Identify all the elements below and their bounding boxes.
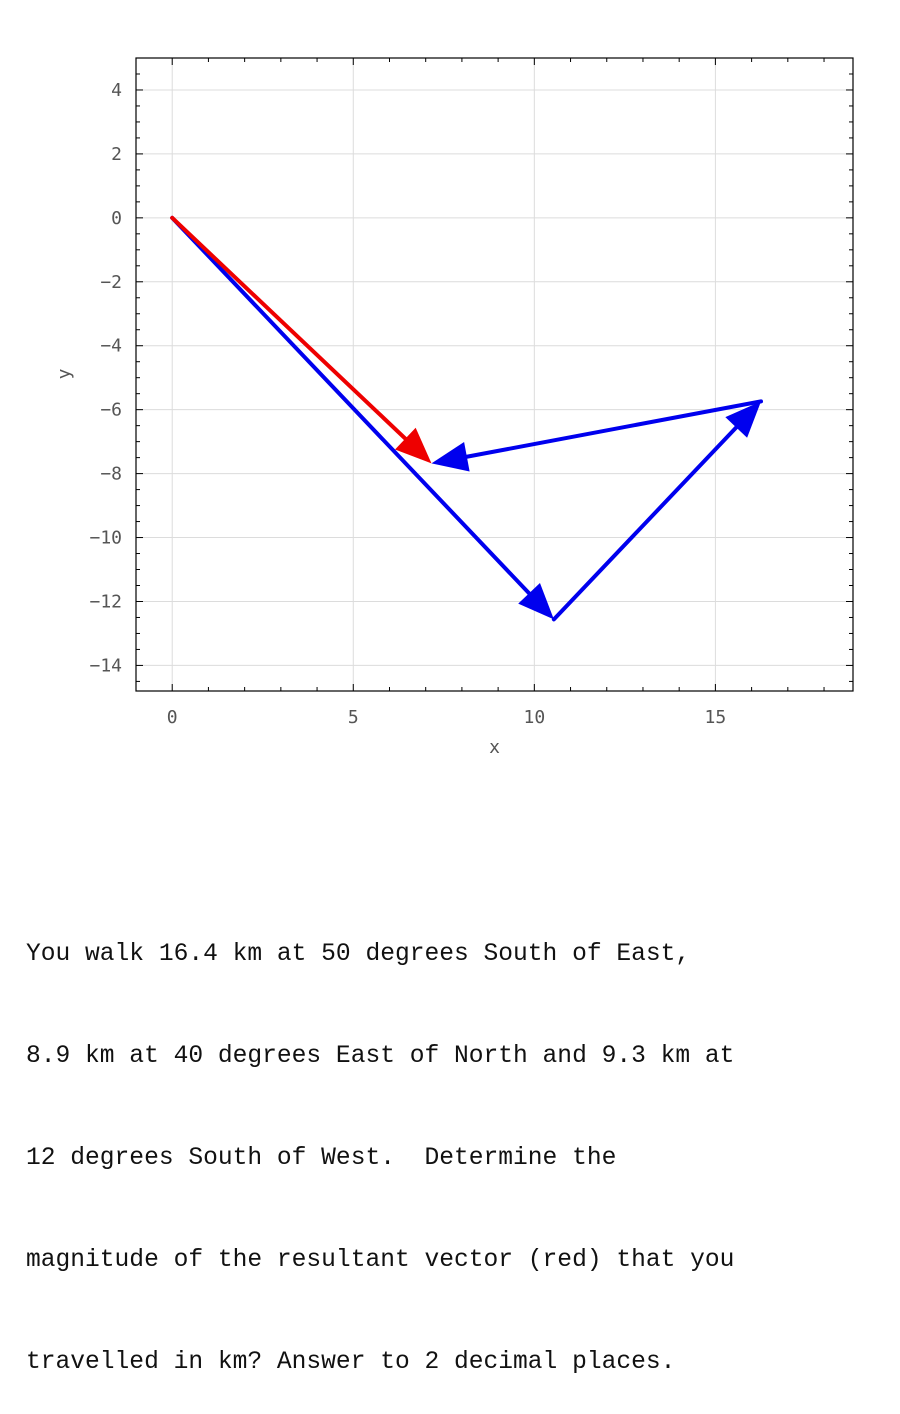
x-tick-label: 5: [348, 707, 359, 728]
y-tick-label: −12: [89, 591, 122, 612]
component-vector-shaft: [170, 215, 542, 606]
y-tick-label: 2: [111, 144, 122, 165]
y-tick-label: 0: [111, 208, 122, 229]
resultant-vector: [170, 215, 432, 464]
component-vector: [551, 401, 762, 622]
question-line: travelled in km? Answer to 2 decimal pla…: [26, 1349, 676, 1376]
component-vector-head: [518, 582, 554, 620]
component-vector-head: [725, 401, 762, 438]
question-line: magnitude of the resultant vector (red) …: [26, 1247, 735, 1274]
question-line: 12 degrees South of West. Determine the: [26, 1145, 617, 1172]
y-tick-label: −4: [100, 336, 122, 357]
y-tick-label: −8: [100, 464, 122, 485]
y-tick-label: −10: [89, 528, 122, 549]
question-line: 8.9 km at 40 degrees East of North and 9…: [26, 1043, 735, 1070]
component-vector-shaft: [551, 415, 749, 622]
plot-frame: [135, 57, 854, 692]
question-line: You walk 16.4 km at 50 degrees South of …: [26, 941, 691, 968]
y-tick-label: −6: [100, 400, 122, 421]
x-tick-label: 15: [705, 707, 727, 728]
x-axis-title: x: [489, 737, 500, 758]
y-tick-label: −2: [100, 272, 122, 293]
component-vector: [170, 215, 554, 620]
grid: [136, 58, 853, 691]
question-text: You walk 16.4 km at 50 degrees South of …: [26, 870, 886, 1414]
tick-marks: [135, 57, 853, 691]
vectors: [170, 215, 764, 622]
vector-chart: 0 5 10 15 4 2 0 −2 −4 −6 −8 −10 −12 −14 x y: [54, 57, 854, 758]
y-tick-label: 4: [111, 80, 122, 101]
component-vector-head: [431, 441, 470, 472]
resultant-vector-shaft: [170, 215, 418, 451]
tick-labels: 0 5 10 15 4 2 0 −2 −4 −6 −8 −10 −12 −14: [89, 80, 726, 728]
component-vector: [431, 399, 764, 472]
resultant-vector-head: [395, 427, 432, 464]
x-tick-label: 10: [523, 707, 545, 728]
x-tick-label: 0: [167, 707, 178, 728]
component-vector-shaft: [450, 399, 764, 462]
y-tick-label: −14: [89, 655, 122, 676]
y-axis-title: y: [54, 368, 75, 379]
plot-background: [136, 58, 853, 691]
